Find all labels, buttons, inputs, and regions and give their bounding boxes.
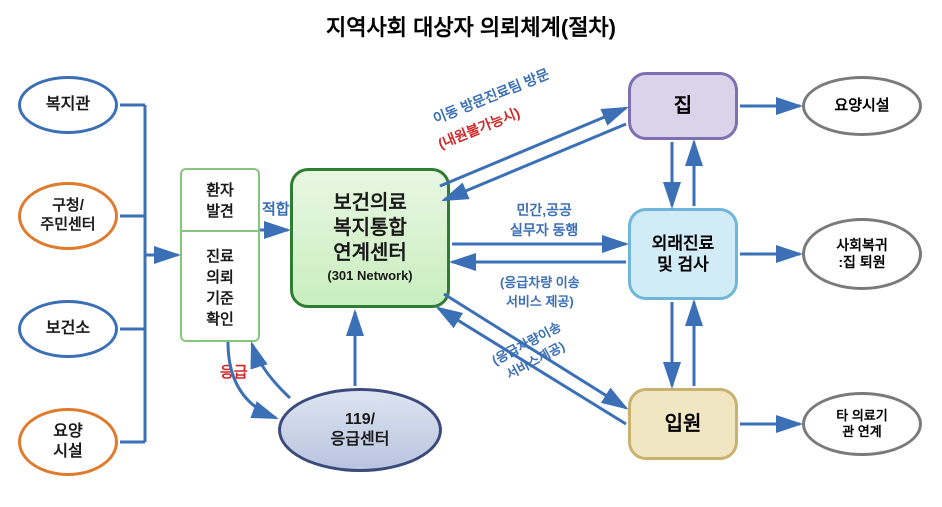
ellipse-welfare-hall-label: 복지관	[42, 93, 94, 117]
ellipse-care-facility: 요양 시설	[18, 408, 118, 476]
ellipse-nursing-facility: 요양시설	[802, 76, 922, 136]
ellipse-other-hospital-label: 타 의료기 관 연계	[832, 406, 891, 443]
anno-ambulance2: (응급차량이송 서비스제공)	[488, 316, 573, 385]
anno-public-private: 민간,공공 실무자 동행	[510, 200, 578, 240]
ellipse-welfare-hall: 복지관	[18, 76, 118, 134]
ellipse-gu-office: 구청/ 주민센터	[18, 182, 118, 250]
emergency-119-ellipse: 119/ 응급센터	[278, 388, 442, 472]
criteria-box: 환자 발견 진료 의뢰 기준 확인	[180, 168, 260, 342]
ellipse-return-society-label: 사회복귀 :집 퇴원	[832, 235, 892, 274]
box-outpatient-label: 외래진료 및 검사	[648, 231, 719, 278]
box-home-label: 집	[670, 92, 696, 121]
ellipse-gu-office-label: 구청/ 주민센터	[36, 195, 99, 237]
anno-emergency: 응급	[220, 361, 248, 382]
ellipse-nursing-facility-label: 요양시설	[830, 95, 893, 118]
ellipse-return-society: 사회복귀 :집 퇴원	[802, 218, 922, 290]
box-inpatient: 입원	[628, 388, 738, 460]
diagram-title: 지역사회 대상자 의뢰체계(절차)	[0, 10, 942, 42]
center-line1: 보건의료	[333, 191, 407, 216]
connectors-svg	[0, 0, 942, 507]
center-sub: (301 Network)	[327, 268, 412, 284]
box-outpatient: 외래진료 및 검사	[628, 208, 738, 300]
center-301-network: 보건의료 복지통합 연계센터 (301 Network)	[290, 168, 450, 308]
ellipse-other-hospital: 타 의료기 관 연계	[802, 392, 922, 456]
ellipse-health-center: 보건소	[18, 300, 118, 358]
anno-suitable: 적합	[262, 198, 290, 219]
center-line2: 복지통합	[333, 216, 407, 241]
box-inpatient-label: 입원	[661, 410, 706, 439]
box-home: 집	[628, 72, 738, 140]
center-line3: 연계센터	[333, 241, 407, 266]
criteria-bottom: 진료 의뢰 기준 확인	[182, 230, 258, 342]
ellipse-health-center-label: 보건소	[42, 317, 94, 341]
emergency-119-label: 119/ 응급센터	[327, 408, 394, 452]
anno-ambulance1: (응급차량 이송 서비스 제공)	[500, 272, 580, 310]
ellipse-care-facility-label: 요양 시설	[49, 420, 86, 464]
criteria-top: 환자 발견	[182, 170, 258, 230]
